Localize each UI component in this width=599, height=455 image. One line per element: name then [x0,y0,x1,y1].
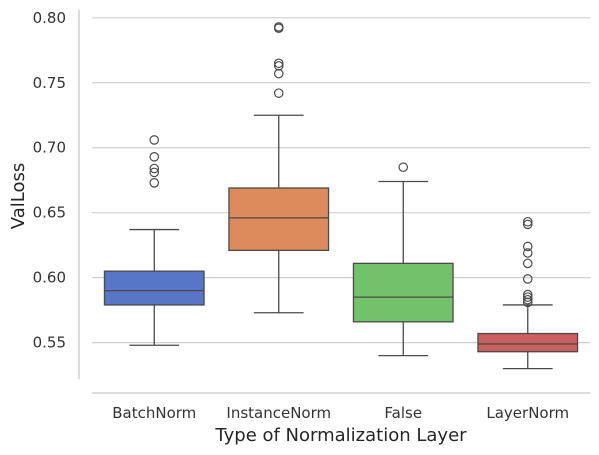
x-tick-label: LayerNorm [486,404,569,422]
x-tick-label: BatchNorm [112,404,196,422]
y-tick-labels: 0.55 0.60 0.65 0.70 0.75 0.80 [33,9,66,352]
outlier-point [398,162,409,173]
iqr-box [352,262,454,323]
box-instancenorm [228,22,330,314]
outlier-point [149,167,160,178]
box-batchnorm [103,135,205,346]
x-tick-label: False [384,404,422,422]
box-false [352,162,454,357]
outlier-point [273,68,284,79]
outlier-point [522,258,533,269]
outlier-point [273,61,284,71]
outlier-point [522,274,533,284]
outlier-point [273,58,284,69]
x-tick-label: InstanceNorm [226,404,331,422]
box-layernorm [477,216,579,370]
outlier-point [273,22,284,32]
outlier-point [522,294,533,305]
iqr-box [477,332,579,353]
outlier-point [522,297,533,308]
box-series [103,22,579,370]
outlier-point [273,88,284,98]
outlier-point [149,178,160,188]
outlier-point [522,216,533,227]
outlier-point [149,163,160,174]
y-tick-label: 0.75 [33,74,66,92]
outlier-point [522,289,533,300]
y-tick-label: 0.80 [33,9,66,27]
x-axis-title: Type of Normalization Layer [214,425,467,446]
iqr-box [228,187,330,252]
y-tick-label: 0.55 [33,334,66,352]
outlier-point [149,152,160,162]
outlier-point [149,135,160,145]
outlier-point [522,248,533,258]
iqr-box [103,270,205,306]
y-axis-title: ValLoss [8,163,29,229]
outlier-point [522,292,533,302]
y-tick-label: 0.60 [33,269,66,287]
x-tick-labels: BatchNorm InstanceNorm False LayerNorm [112,404,569,422]
y-tick-label: 0.70 [33,139,66,157]
y-tick-label: 0.65 [33,204,66,222]
outlier-point [522,241,533,252]
outlier-point [522,219,533,230]
